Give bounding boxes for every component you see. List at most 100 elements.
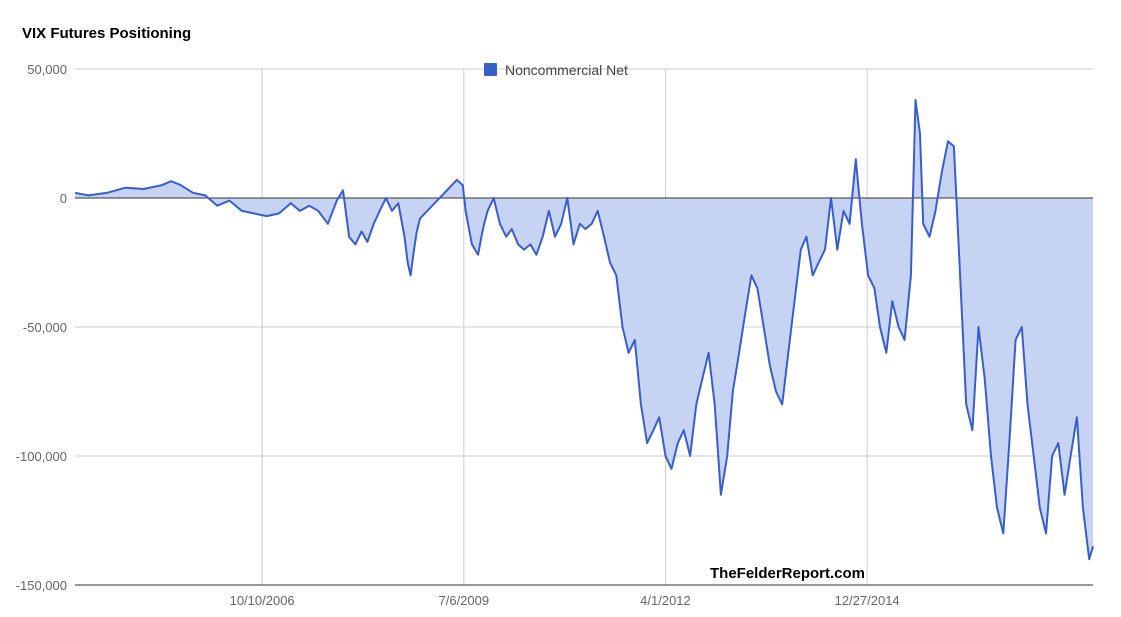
data-point	[327, 223, 329, 225]
data-point	[738, 352, 740, 354]
data-point	[800, 249, 802, 251]
data-point	[290, 202, 292, 204]
data-point	[299, 210, 301, 212]
data-point	[615, 274, 617, 276]
data-point	[216, 205, 218, 207]
data-point	[708, 352, 710, 354]
data-point	[1092, 545, 1094, 547]
x-tick-label: 12/27/2014	[835, 593, 900, 608]
data-point	[794, 300, 796, 302]
data-point	[529, 243, 531, 245]
data-point	[1088, 558, 1090, 560]
data-point	[416, 231, 418, 233]
data-point	[278, 213, 280, 215]
data-point	[965, 403, 967, 405]
data-point	[192, 192, 194, 194]
data-point	[477, 254, 479, 256]
data-point	[1027, 403, 1029, 405]
data-point	[385, 197, 387, 199]
data-point	[229, 200, 231, 202]
data-point	[855, 158, 857, 160]
series-area-noncommercial-net	[75, 100, 1093, 560]
data-point	[535, 254, 537, 256]
data-point	[1082, 507, 1084, 509]
data-point	[1008, 442, 1010, 444]
data-point	[180, 184, 182, 186]
data-point	[579, 223, 581, 225]
data-point	[407, 262, 409, 264]
data-point	[671, 468, 673, 470]
data-point	[935, 210, 937, 212]
data-point	[665, 455, 667, 457]
data-point	[984, 378, 986, 380]
series-layer	[74, 99, 1094, 561]
data-point	[750, 274, 752, 276]
data-point	[511, 228, 513, 230]
data-point	[919, 133, 921, 135]
data-point	[74, 192, 76, 194]
data-point	[1057, 442, 1059, 444]
data-point	[410, 274, 412, 276]
data-point	[775, 391, 777, 393]
data-point	[354, 243, 356, 245]
data-point	[505, 236, 507, 238]
y-tick-label: -150,000	[16, 578, 67, 593]
data-point	[253, 213, 255, 215]
data-point	[609, 262, 611, 264]
data-point	[566, 197, 568, 199]
data-point	[628, 352, 630, 354]
chart-title: VIX Futures Positioning	[22, 25, 191, 42]
data-point	[106, 192, 108, 194]
data-point	[971, 429, 973, 431]
y-tick-label: -50,000	[23, 320, 67, 335]
data-point	[904, 339, 906, 341]
data-point	[1076, 416, 1078, 418]
data-point	[88, 194, 90, 196]
y-tick-label: 50,000	[27, 62, 67, 77]
data-point	[161, 184, 163, 186]
data-point	[1045, 532, 1047, 534]
data-point	[781, 403, 783, 405]
data-point	[462, 184, 464, 186]
legend-swatch-noncommercial-net	[484, 63, 497, 76]
data-point	[336, 200, 338, 202]
grid-layer	[75, 68, 1093, 586]
data-point	[689, 455, 691, 457]
data-point	[471, 243, 473, 245]
data-point	[487, 210, 489, 212]
data-point	[143, 188, 145, 190]
data-point	[849, 223, 851, 225]
data-point	[548, 210, 550, 212]
data-point	[493, 197, 495, 199]
data-point	[953, 145, 955, 147]
data-point	[652, 429, 654, 431]
data-point	[456, 179, 458, 181]
y-tick-label: -100,000	[16, 449, 67, 464]
data-point	[542, 236, 544, 238]
data-point	[824, 249, 826, 251]
data-point	[996, 507, 998, 509]
data-point	[373, 223, 375, 225]
data-point	[818, 262, 820, 264]
data-point	[720, 494, 722, 496]
data-point	[379, 210, 381, 212]
data-point	[523, 249, 525, 251]
data-point	[695, 403, 697, 405]
data-point	[634, 339, 636, 341]
data-point	[978, 326, 980, 328]
data-point	[342, 189, 344, 191]
data-point	[947, 140, 949, 142]
data-point	[1064, 494, 1066, 496]
data-point	[922, 223, 924, 225]
data-point	[744, 313, 746, 315]
data-point	[1015, 339, 1017, 341]
legend: Noncommercial Net	[484, 62, 628, 78]
data-point	[861, 223, 863, 225]
data-point	[483, 223, 485, 225]
data-point	[554, 236, 556, 238]
data-point	[361, 231, 363, 233]
data-point	[308, 205, 310, 207]
data-point	[990, 455, 992, 457]
data-point	[836, 249, 838, 251]
